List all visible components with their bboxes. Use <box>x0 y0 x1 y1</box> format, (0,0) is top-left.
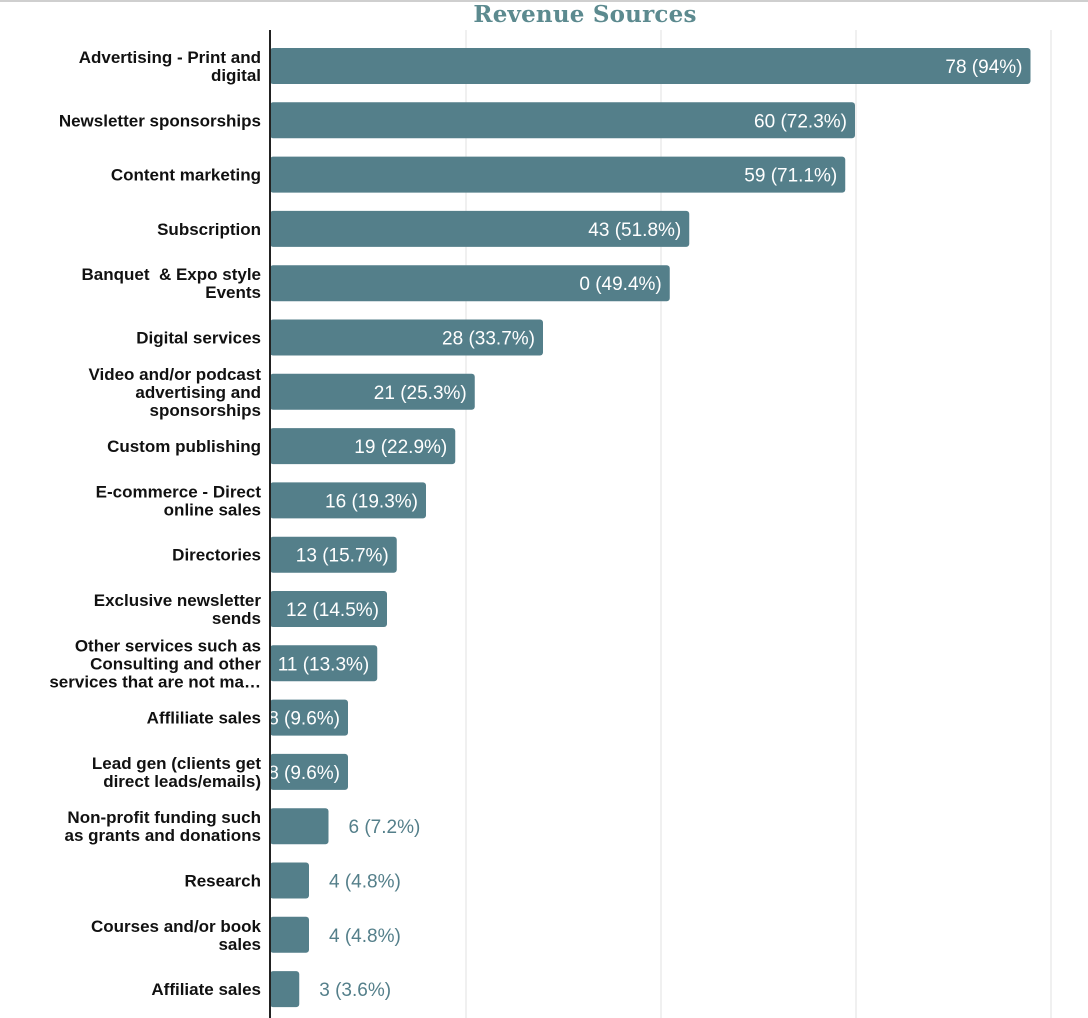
category-label-16: Research <box>184 872 261 891</box>
category-label-3: Content marketing <box>111 166 261 185</box>
value-label-10: 13 (15.7%) <box>296 546 389 567</box>
value-label-8: 19 (22.9%) <box>354 437 447 458</box>
category-label-9: E-commerce - Direct online sales <box>96 482 262 519</box>
category-label-14: Lead gen (clients get direct leads/emails… <box>92 754 261 791</box>
category-label-4: Subscription <box>157 220 261 239</box>
category-label-18: Affiliate sales <box>151 980 261 999</box>
value-label-15: 6 (7.2%) <box>349 817 421 838</box>
bar-7 <box>270 373 475 410</box>
bar-16 <box>270 862 309 899</box>
bar-2 <box>270 102 855 139</box>
category-label-8: Custom publishing <box>107 437 261 456</box>
bar-11 <box>270 591 387 627</box>
value-label-2: 60 (72.3%) <box>754 111 847 132</box>
category-label-11: Exclusive newsletter sends <box>94 591 262 628</box>
value-label-17: 4 (4.8%) <box>329 926 401 947</box>
chart-title: Revenue Sources <box>473 1 697 28</box>
value-label-7: 21 (25.3%) <box>374 383 467 404</box>
category-label-2: Newsletter sponsorships <box>59 111 261 130</box>
value-label-5: 0 (49.4%) <box>579 274 661 295</box>
bar-9 <box>270 482 426 519</box>
bar-15 <box>270 808 329 845</box>
bar-4 <box>270 210 690 247</box>
value-label-3: 59 (71.1%) <box>744 166 837 187</box>
value-label-11: 12 (14.5%) <box>286 600 379 621</box>
bar-14 <box>270 753 348 790</box>
value-label-13: 8 (9.6%) <box>268 709 340 730</box>
category-label-12: Other services such as Consulting and oth… <box>49 636 261 691</box>
bar-10 <box>270 536 397 573</box>
value-label-9: 16 (19.3%) <box>325 491 418 512</box>
bar-8 <box>270 428 456 465</box>
value-label-14: 8 (9.6%) <box>268 763 340 784</box>
category-label-5: Banquet & Expo style Events <box>82 265 261 302</box>
bar-6 <box>270 319 543 356</box>
category-label-10: Directories <box>172 546 261 565</box>
bar-17 <box>270 916 309 953</box>
value-label-16: 4 (4.8%) <box>329 872 401 893</box>
category-label-15: Non-profit funding such as grants and don… <box>65 808 261 845</box>
value-label-4: 43 (51.8%) <box>588 220 681 241</box>
bar-12 <box>270 645 378 682</box>
category-label-6: Digital services <box>136 329 261 348</box>
category-label-17: Courses and/or book sales <box>91 917 262 954</box>
category-label-7: Video and/or podcast advertising and spons… <box>88 365 261 420</box>
bar-3 <box>270 156 846 193</box>
value-label-18: 3 (3.6%) <box>319 980 391 1001</box>
top-rule <box>0 0 1088 2</box>
value-label-6: 28 (33.7%) <box>442 329 535 350</box>
category-label-1: Advertising - Print and digital <box>79 48 261 85</box>
value-label-12: 11 (13.3%) <box>278 654 370 675</box>
bar-13 <box>270 699 348 736</box>
bar-1 <box>270 48 1031 84</box>
value-label-1: 78 (94%) <box>945 57 1022 78</box>
category-label-13: Affliliate sales <box>147 709 261 728</box>
bar-5 <box>270 265 670 302</box>
bar-18 <box>270 971 300 1008</box>
